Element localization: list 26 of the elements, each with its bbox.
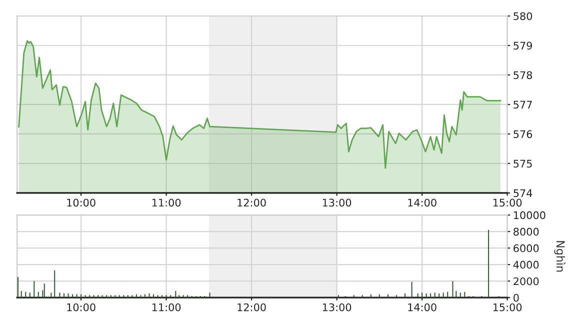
- y-tick-label: 575: [514, 160, 532, 168]
- x-tick-label: 15:00: [493, 198, 522, 207]
- x-tick-label: 14:00: [408, 198, 436, 207]
- y-tick-label: 578: [514, 71, 532, 80]
- y-tick-label: 4000: [513, 260, 539, 269]
- x-tick-label: 13:00: [322, 198, 352, 207]
- y-tick-label: 579: [514, 42, 532, 50]
- x-tick-label: 10:00: [67, 198, 96, 207]
- y-tick-label: 577: [514, 100, 532, 109]
- x-tick-label: 14:00: [408, 303, 436, 312]
- y-tick-label: 6000: [514, 244, 539, 252]
- y-tick-label: 0: [514, 294, 519, 302]
- x-tick-label: 11:00: [152, 198, 181, 207]
- x-tick-label: 12:00: [238, 198, 266, 207]
- y-tick-label: 8000: [514, 228, 539, 236]
- x-tick-label: 12:00: [238, 303, 266, 312]
- x-tick-label: 10:00: [67, 303, 96, 312]
- y-tick-label: 580: [514, 12, 532, 20]
- x-tick-label: 15:00: [493, 303, 522, 312]
- y-axis-title: Nghìn: [554, 241, 566, 272]
- y-tick-label: 576: [514, 130, 532, 138]
- y-tick-label: 2000: [514, 277, 539, 286]
- y-tick-label: 574: [514, 189, 532, 198]
- x-tick-label: 11:00: [152, 303, 181, 312]
- y-tick-label: 10000: [514, 211, 546, 220]
- x-tick-label: 13:00: [322, 303, 352, 312]
